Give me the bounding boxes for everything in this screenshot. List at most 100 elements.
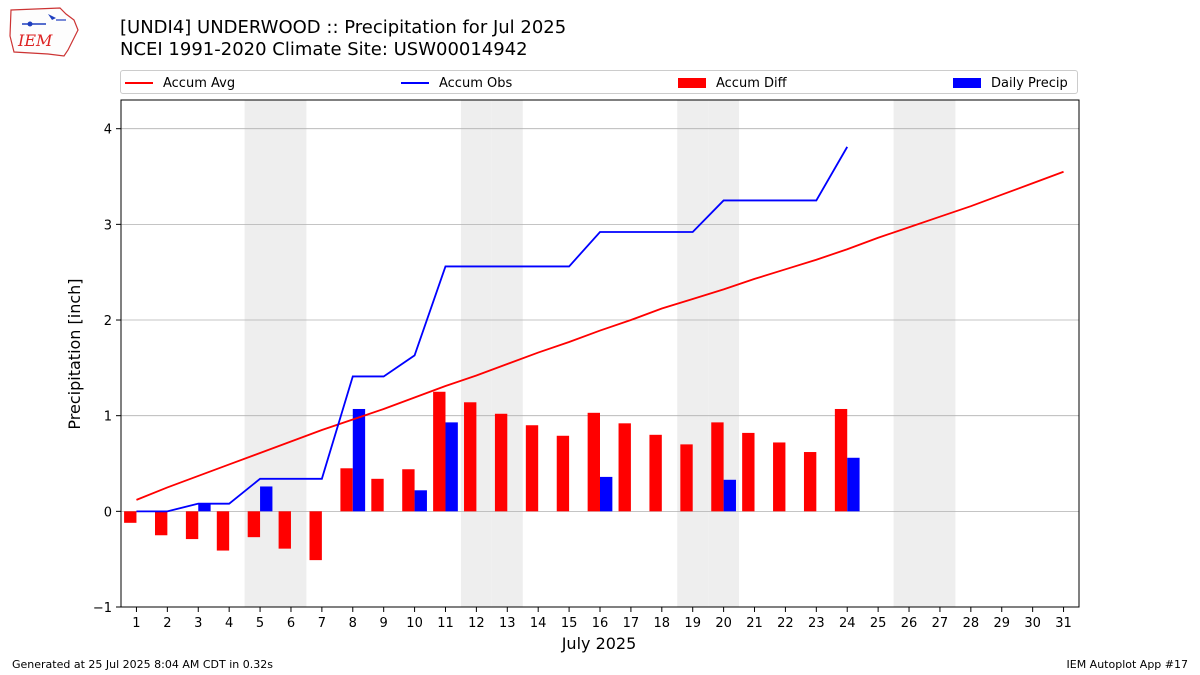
- accum-diff-bar-day-11: [433, 391, 446, 512]
- daily-precip-bar-day-11: [445, 422, 458, 512]
- x-tick-label-7: 7: [318, 616, 326, 631]
- y-tick-label-0: 0: [104, 505, 112, 520]
- title-line-2: NCEI 1991-2020 Climate Site: USW00014942: [120, 39, 528, 60]
- footer-generated: Generated at 25 Jul 2025 8:04 AM CDT in …: [12, 658, 273, 671]
- x-tick-label-5: 5: [256, 616, 264, 631]
- accum-diff-bar-day-8: [340, 468, 353, 512]
- accum-diff-bar-day-20: [711, 422, 724, 512]
- x-tick-label-25: 25: [870, 616, 887, 631]
- y-axis-label: Precipitation [inch]: [65, 278, 84, 429]
- y-tick-label-3: 3: [104, 218, 112, 233]
- x-tick-label-9: 9: [380, 616, 388, 631]
- x-tick-label-8: 8: [349, 616, 357, 631]
- weekend-shade-day-12: [460, 100, 492, 607]
- bars: [124, 391, 860, 561]
- accum-avg-line: [136, 170, 1064, 501]
- x-tick-label-13: 13: [499, 616, 516, 631]
- y-tick-label--1: −1: [93, 601, 112, 616]
- legend-label-accum-avg: Accum Avg: [163, 75, 236, 91]
- x-tick-label-15: 15: [561, 616, 578, 631]
- x-tick-label-31: 31: [1055, 616, 1072, 631]
- legend: Accum Avg Accum Obs Accum Diff Daily Pre…: [120, 70, 1078, 94]
- accum-diff-bar-day-18: [649, 434, 662, 512]
- accum-diff-bar-day-19: [680, 444, 693, 512]
- weekend-shade-day-27: [924, 100, 956, 607]
- weekend-shade-day-19: [677, 100, 709, 607]
- x-tick-label-21: 21: [746, 616, 763, 631]
- accum-diff-bar-day-1: [124, 511, 137, 523]
- lines: [136, 146, 1064, 513]
- daily-precip-bar-day-20: [723, 479, 736, 512]
- daily-precip-bar-day-16: [600, 476, 613, 512]
- weekend-shade-day-26: [893, 100, 925, 607]
- y-tick-label-4: 4: [104, 123, 112, 138]
- accum-diff-bar-day-17: [618, 423, 631, 512]
- x-tick-label-28: 28: [963, 616, 980, 631]
- daily-precip-bar-day-3: [198, 503, 211, 512]
- x-tick-label-23: 23: [808, 616, 825, 631]
- legend-item-accum-diff: Accum Diff: [678, 74, 787, 92]
- legend-item-accum-avg: Accum Avg: [125, 74, 235, 92]
- footer-app: IEM Autoplot App #17: [1066, 658, 1189, 671]
- accum-diff-bar-day-13: [494, 413, 508, 512]
- x-tick-label-16: 16: [592, 616, 609, 631]
- accum-diff-bar-day-10: [402, 469, 415, 512]
- x-tick-label-19: 19: [684, 616, 701, 631]
- legend-swatch-accum-avg: [125, 82, 153, 84]
- title-line-1: [UNDI4] UNDERWOOD :: Precipitation for J…: [120, 17, 567, 38]
- accum-diff-bar-day-2: [154, 511, 168, 536]
- x-tick-label-18: 18: [654, 616, 671, 631]
- accum-diff-bar-day-22: [773, 442, 786, 512]
- accum-diff-bar-day-6: [278, 511, 291, 549]
- accum-diff-bar-day-14: [525, 425, 539, 512]
- x-tick-label-17: 17: [623, 616, 640, 631]
- x-tick-label-3: 3: [194, 616, 202, 631]
- x-tick-label-10: 10: [406, 616, 423, 631]
- x-axis-label: July 2025: [561, 634, 637, 653]
- legend-label-accum-obs: Accum Obs: [439, 75, 513, 91]
- x-tick-label-29: 29: [993, 616, 1010, 631]
- accum-diff-bar-day-3: [185, 511, 199, 540]
- daily-precip-bar-day-10: [414, 490, 427, 512]
- legend-item-accum-obs: Accum Obs: [401, 74, 512, 92]
- daily-precip-bar-day-5: [260, 486, 273, 512]
- x-tick-label-4: 4: [225, 616, 233, 631]
- accum-diff-bar-day-16: [587, 412, 600, 512]
- x-tick-label-24: 24: [839, 616, 856, 631]
- accum-diff-bar-day-9: [371, 478, 384, 512]
- legend-label-daily-precip: Daily Precip: [991, 75, 1068, 91]
- legend-item-daily-precip: Daily Precip: [953, 74, 1068, 92]
- accum-diff-bar-day-15: [556, 435, 570, 512]
- accum-diff-bar-day-4: [216, 511, 230, 551]
- weekend-shade-day-13: [491, 100, 523, 607]
- weekend-shading: [244, 100, 956, 607]
- accum-obs-line: [136, 146, 849, 513]
- x-tick-label-14: 14: [530, 616, 547, 631]
- daily-precip-bar-day-8: [352, 408, 366, 512]
- accum-diff-bar-day-24: [834, 408, 848, 512]
- accum-diff-bar-day-21: [742, 432, 755, 512]
- x-tick-label-6: 6: [287, 616, 295, 631]
- logo-text: IEM: [17, 31, 53, 50]
- legend-swatch-accum-obs: [401, 82, 429, 84]
- x-tick-label-2: 2: [163, 616, 171, 631]
- legend-label-accum-diff: Accum Diff: [716, 75, 787, 91]
- x-tick-label-11: 11: [437, 616, 454, 631]
- x-tick-label-27: 27: [932, 616, 949, 631]
- x-tick-label-30: 30: [1024, 616, 1041, 631]
- x-tick-label-20: 20: [715, 616, 732, 631]
- iem-logo: IEM: [9, 7, 79, 57]
- weekend-shade-day-20: [708, 100, 740, 607]
- accum-diff-bar-day-23: [803, 452, 817, 512]
- y-tick-label-1: 1: [104, 410, 112, 425]
- legend-swatch-accum-diff: [678, 78, 706, 88]
- x-tick-label-1: 1: [132, 616, 140, 631]
- legend-swatch-daily-precip: [953, 78, 981, 88]
- accum-diff-bar-day-5: [247, 511, 261, 538]
- chart-title: [UNDI4] UNDERWOOD :: Precipitation for J…: [120, 17, 566, 61]
- x-tick-label-22: 22: [777, 616, 794, 631]
- daily-precip-bar-day-24: [847, 457, 860, 512]
- x-tick-label-12: 12: [468, 616, 485, 631]
